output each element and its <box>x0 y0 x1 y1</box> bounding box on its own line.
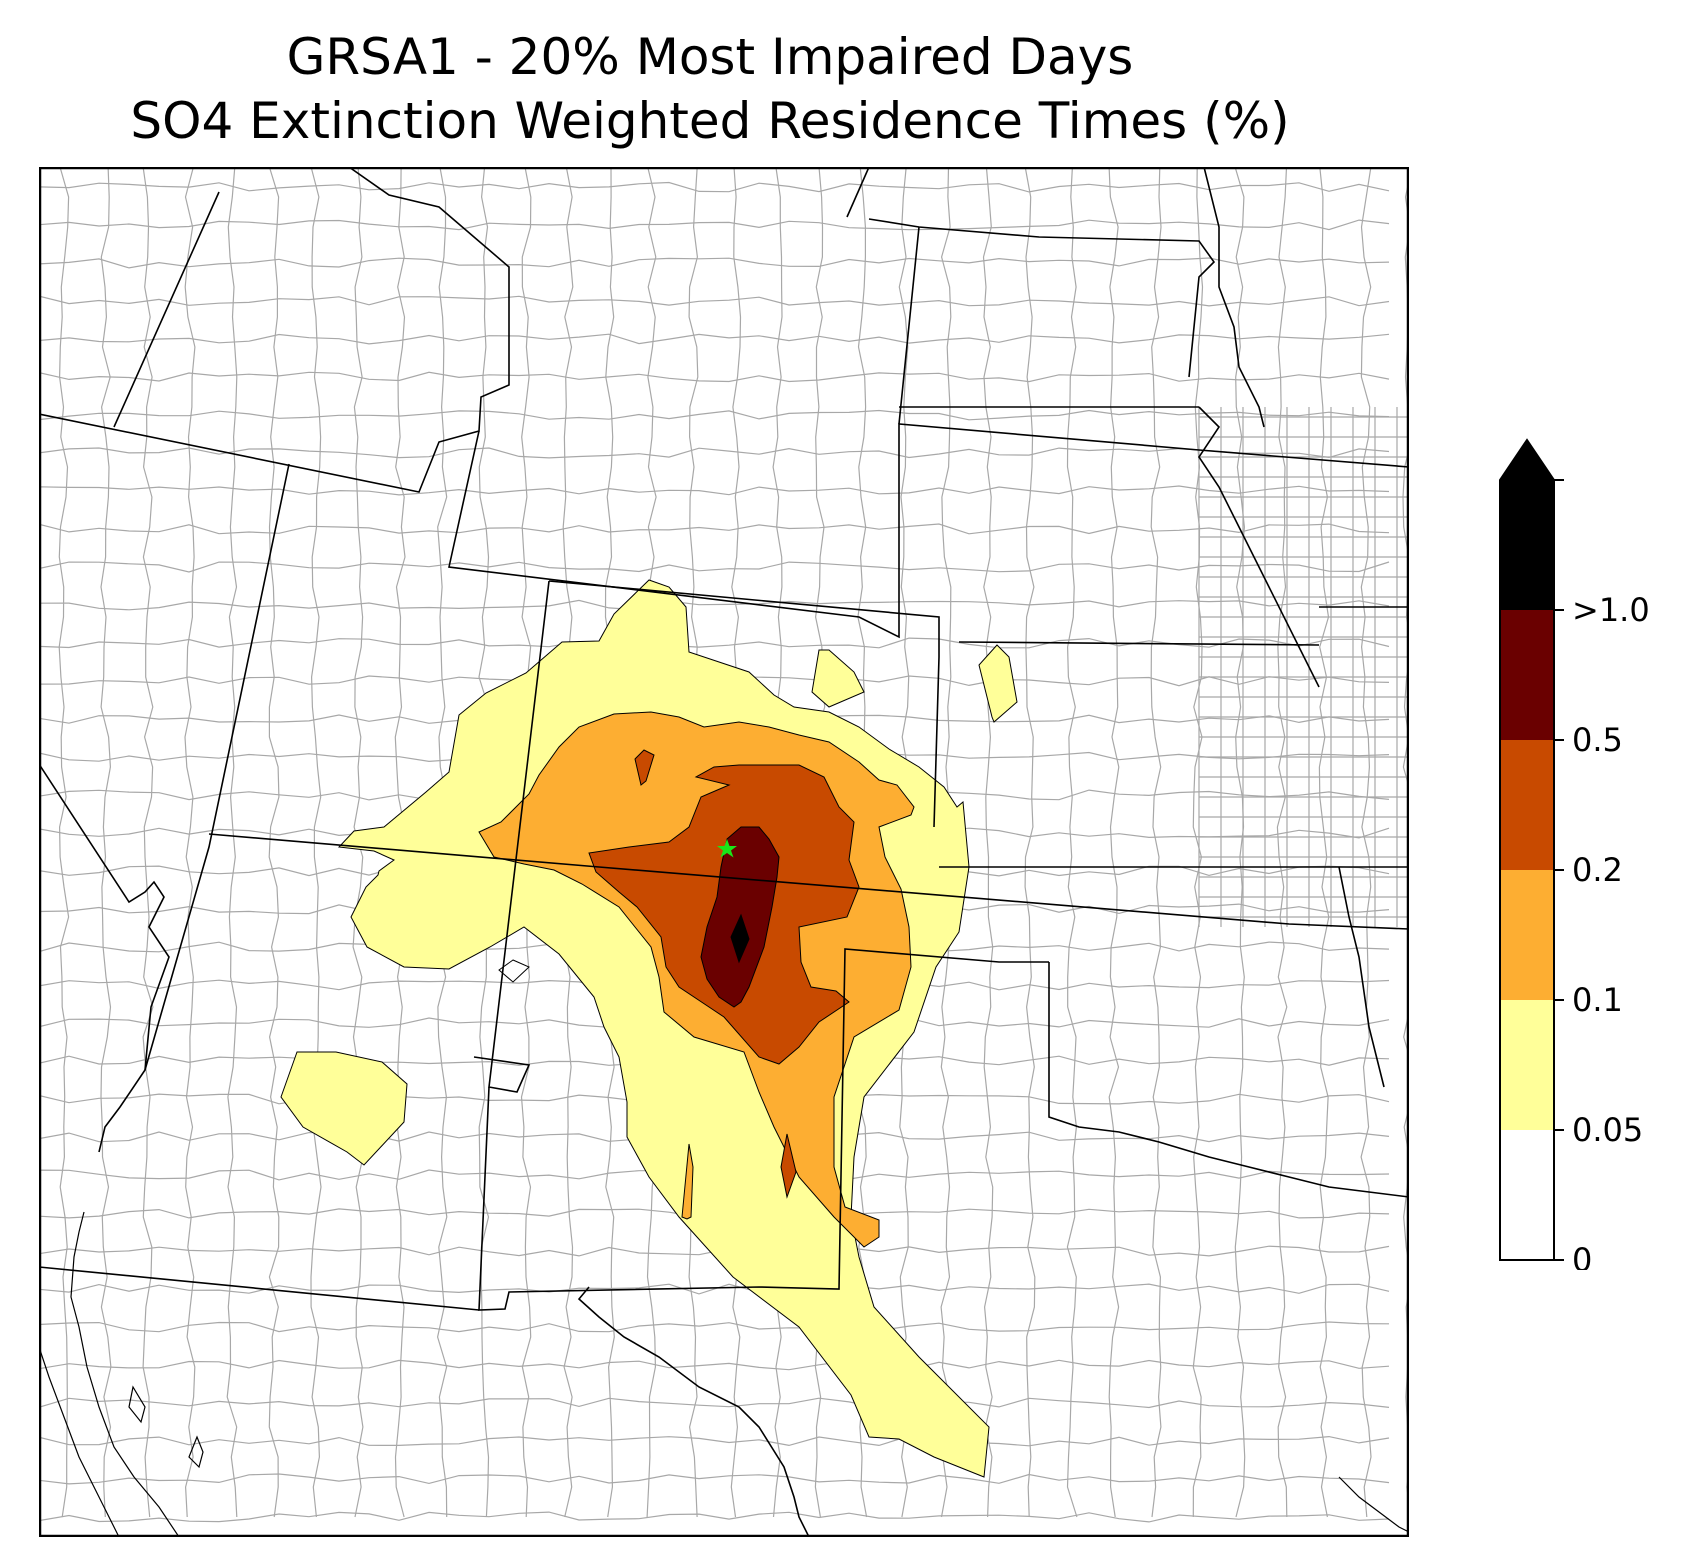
county-line <box>39 219 1390 231</box>
county-line <box>1024 167 1036 1518</box>
residence-time-map <box>39 167 1409 1537</box>
county-line <box>39 333 1390 345</box>
county-line <box>310 167 322 1518</box>
colorbar-bin-extend <box>1500 440 1554 610</box>
map-title-line-1: GRSA1 - 20% Most Impaired Days <box>286 28 1134 86</box>
county-line <box>1402 167 1409 1510</box>
county-line <box>39 1283 1390 1295</box>
county-line <box>1360 167 1372 1518</box>
county-boundaries <box>39 167 1409 1523</box>
county-line <box>39 485 1390 496</box>
county-line <box>39 599 1390 611</box>
map-frame <box>39 167 1409 1537</box>
colorbar-tick-label: >1.0 <box>1572 591 1650 629</box>
county-line <box>39 637 1390 649</box>
county-line <box>39 1359 1390 1371</box>
colorbar-bin <box>1500 610 1554 740</box>
county-line <box>1276 167 1288 1518</box>
county-line <box>39 1435 1390 1447</box>
colorbar: 0 0.05 0.1 0.2 0.5 >1.0 <box>1499 438 1650 1270</box>
colorbar-ticks: 0 0.05 0.1 0.2 0.5 >1.0 <box>1554 479 1650 1270</box>
county-line <box>39 447 1390 459</box>
colorbar-bins <box>1499 438 1555 1261</box>
colorbar-tick-label: 0 <box>1572 1241 1592 1270</box>
county-line <box>39 561 1390 573</box>
colorbar-bin <box>1500 870 1554 1000</box>
colorbar-tick-label: 0.5 <box>1572 721 1623 759</box>
colorbar-bin <box>1500 740 1554 870</box>
colorbar-bin <box>1500 1000 1554 1130</box>
county-line <box>982 167 994 1518</box>
county-line <box>1192 167 1204 1518</box>
county-line <box>100 167 112 1518</box>
state-boundaries <box>39 167 1409 1537</box>
county-line <box>58 167 70 1518</box>
colorbar-tick-label: 0.05 <box>1572 1111 1643 1149</box>
county-line <box>39 295 1390 307</box>
county-line <box>268 167 280 1518</box>
county-line <box>39 257 1390 269</box>
county-line <box>1066 167 1078 1518</box>
map-title-line-2: SO4 Extinction Weighted Residence Times … <box>130 92 1290 150</box>
colorbar-tick-label: 0.1 <box>1572 981 1623 1019</box>
colorbar-outline <box>1499 438 1555 1261</box>
county-line <box>1108 167 1120 1518</box>
colorbar-bin <box>1500 1130 1554 1260</box>
county-line <box>226 167 238 1518</box>
contour-bin-above-1.0 <box>730 913 750 964</box>
county-line <box>39 523 1390 535</box>
coastline <box>39 1211 1409 1537</box>
county-line <box>39 1511 1390 1523</box>
site-star-icon <box>717 839 737 858</box>
county-line <box>39 371 1390 383</box>
county-line <box>39 409 1390 421</box>
colorbar-tick-label: 0.2 <box>1572 851 1623 889</box>
county-line <box>142 167 154 1518</box>
county-line <box>184 167 196 1518</box>
county-line <box>39 1473 1390 1485</box>
county-line <box>1150 167 1162 1518</box>
county-line <box>39 1245 1390 1257</box>
county-line <box>1318 167 1330 1518</box>
